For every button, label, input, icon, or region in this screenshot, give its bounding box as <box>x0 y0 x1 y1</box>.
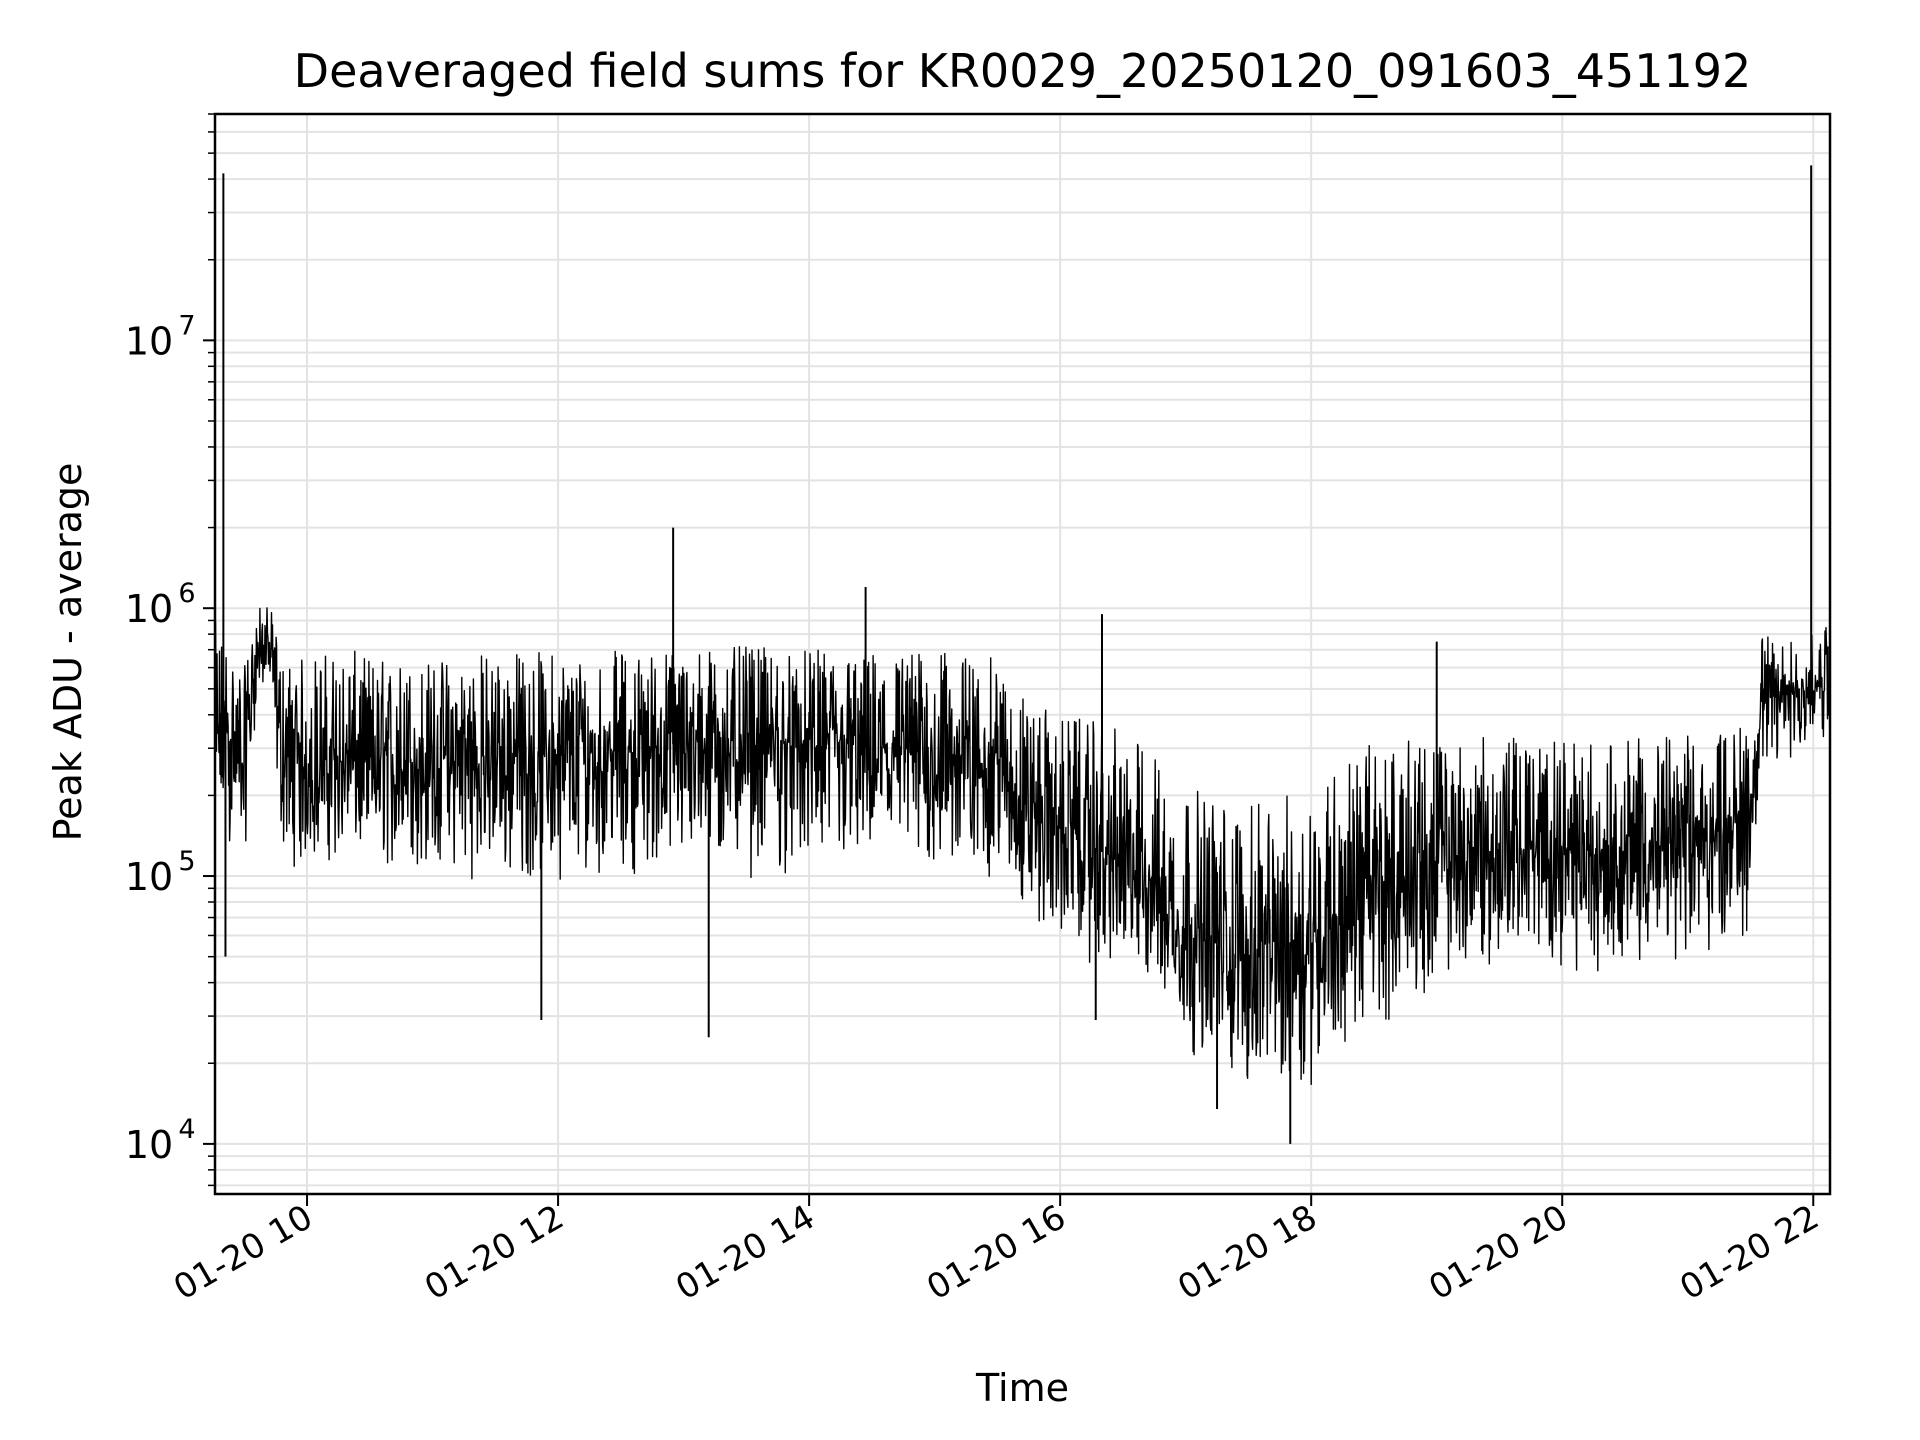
x-tick-label: 01-20 20 <box>1422 1197 1574 1308</box>
y-axis-label: Peak ADU - average <box>46 462 90 842</box>
chart-title: Deaveraged field sums for KR0029_2025012… <box>293 44 1752 98</box>
x-tick-label: 01-20 16 <box>920 1197 1072 1308</box>
y-tick-label: 10 <box>125 587 173 631</box>
y-tick-label: 10 <box>125 855 173 899</box>
y-tick-label: 10 <box>125 1123 173 1167</box>
y-tick-exponent: 5 <box>178 846 195 877</box>
x-tick-label: 01-20 22 <box>1673 1197 1825 1308</box>
x-tick-label: 01-20 12 <box>418 1197 570 1308</box>
y-tick-exponent: 6 <box>178 578 195 609</box>
y-tick-label: 10 <box>125 319 173 363</box>
x-tick-label: 01-20 14 <box>669 1197 821 1308</box>
x-tick-label: 01-20 18 <box>1171 1197 1323 1308</box>
y-tick-exponent: 4 <box>178 1114 195 1145</box>
series-line <box>214 607 1831 1086</box>
plot-frame <box>213 112 1832 1196</box>
x-axis-label: Time <box>976 1366 1069 1410</box>
x-tick-label: 01-20 10 <box>167 1197 319 1308</box>
y-tick-exponent: 7 <box>178 310 195 341</box>
